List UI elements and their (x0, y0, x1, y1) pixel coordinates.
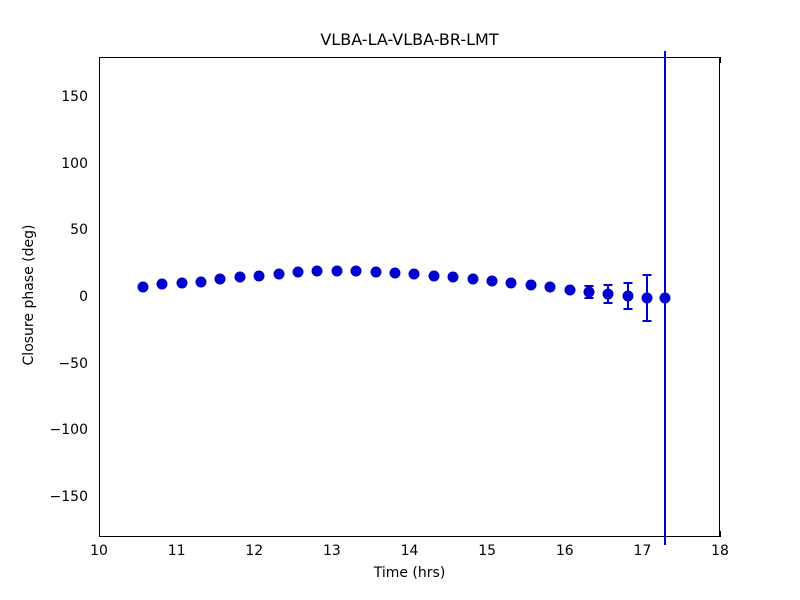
data-point-marker (389, 267, 401, 279)
y-tick-label: 100 (61, 155, 88, 172)
error-bar-cap (623, 282, 633, 285)
data-point-marker (273, 268, 285, 280)
data-point-marker (544, 281, 556, 293)
error-bar-cap (642, 319, 652, 322)
y-axis-label: Closure phase (deg) (21, 224, 37, 366)
y-tick-label: 0 (79, 289, 88, 305)
data-point-marker (525, 279, 537, 291)
x-tick-label: 10 (90, 543, 108, 559)
data-point-marker (195, 276, 207, 288)
error-bar-cap (642, 274, 652, 277)
data-point-marker (137, 281, 149, 293)
x-tick-label: 14 (400, 543, 419, 559)
data-point-marker (467, 273, 479, 285)
x-tick-label: 11 (167, 543, 186, 559)
data-point-marker (428, 270, 440, 282)
data-point-marker (622, 290, 634, 302)
x-axis-label: Time (hrs) (373, 565, 446, 581)
y-axis-tick-labels: −150 −100 −50 0 50 100 150 (0, 57, 88, 537)
data-point-marker (253, 270, 265, 282)
data-point-marker (583, 286, 595, 298)
data-point-marker (311, 265, 323, 277)
x-tick-label: 12 (245, 543, 264, 559)
x-tick-mark (720, 531, 721, 537)
data-point-marker (659, 292, 671, 304)
data-point-marker (292, 266, 304, 278)
data-point-marker (602, 288, 614, 300)
error-bar-cap (603, 284, 613, 287)
data-point-marker (214, 273, 226, 285)
data-point-marker (564, 284, 576, 296)
data-point-marker (156, 278, 168, 290)
y-tick-label: 150 (61, 89, 88, 105)
y-tick-label: 50 (70, 222, 88, 239)
error-bar-cap (623, 307, 633, 310)
data-point-marker (447, 271, 459, 283)
data-point-marker (350, 265, 362, 277)
x-tick-mark (720, 57, 721, 63)
error-bar-cap (603, 301, 613, 304)
y-tick-label: −150 (49, 489, 88, 505)
error-bar-cap (584, 297, 594, 299)
x-tick-label: 15 (478, 543, 497, 559)
chart-title: VLBA-LA-VLBA-BR-LMT (320, 30, 499, 49)
data-point-marker (486, 275, 498, 287)
data-point-marker (505, 277, 517, 289)
data-point-marker (176, 277, 187, 289)
x-tick-label: 13 (322, 543, 341, 559)
y-tick-label: −50 (58, 355, 88, 372)
y-tick-label: −100 (49, 422, 88, 439)
x-tick-label: 17 (633, 543, 652, 559)
data-point-marker (408, 268, 420, 280)
data-series-layer (100, 51, 721, 545)
plot-area (99, 51, 721, 545)
data-point-marker (234, 271, 246, 283)
x-axis-tick-labels: 10 11 12 13 14 15 16 17 18 (0, 543, 800, 565)
x-tick-label: 16 (555, 543, 574, 559)
data-point-marker (370, 266, 382, 278)
x-tick-label: 18 (711, 543, 729, 559)
data-point-marker (331, 265, 343, 277)
data-point-marker (641, 292, 653, 304)
error-bar-cap (584, 285, 594, 287)
